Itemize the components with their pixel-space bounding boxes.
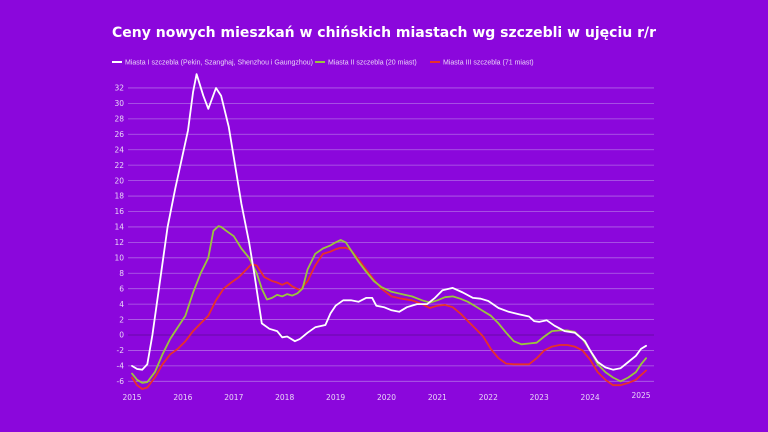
y-tick-label: 8 <box>119 269 124 278</box>
x-tick-label: 2025 <box>631 391 650 400</box>
x-tick-label: 2016 <box>173 393 192 402</box>
legend-label-tier2: Miasta II szczebla (20 miast) <box>328 60 417 67</box>
y-tick-label: 4 <box>119 300 124 309</box>
y-tick-label: 30 <box>114 99 124 108</box>
series-line-tier1 <box>131 73 647 371</box>
x-tick-label: 2024 <box>581 393 600 402</box>
series-line-tier3 <box>131 246 647 390</box>
x-tick-label: 2018 <box>275 393 294 402</box>
y-tick-label: 28 <box>114 115 124 124</box>
y-tick-label: -2 <box>117 346 125 355</box>
x-tick-label: 2017 <box>224 393 243 402</box>
y-tick-label: -4 <box>117 362 125 371</box>
legend-label-tier1: Miasta I szczebla (Pekin, Szanghaj, Shen… <box>125 60 313 67</box>
x-tick-label: 2020 <box>377 393 396 402</box>
y-tick-label: 10 <box>114 254 124 263</box>
x-tick-label: 2019 <box>326 393 345 402</box>
legend-item-tier1[interactable]: Miasta I szczebla (Pekin, Szanghaj, Shen… <box>112 60 313 67</box>
y-tick-label: 26 <box>114 130 124 139</box>
y-tick-label: 2 <box>119 315 124 324</box>
x-tick-label: 2022 <box>479 393 498 402</box>
legend: Miasta I szczebla (Pekin, Szanghaj, Shen… <box>112 60 534 67</box>
y-tick-label: 32 <box>114 84 124 93</box>
y-tick-label: 22 <box>114 161 124 170</box>
legend-label-tier3: Miasta III szczebla (71 miast) <box>443 60 534 67</box>
y-tick-label: 24 <box>114 145 124 154</box>
y-tick-label: 6 <box>119 284 124 293</box>
y-tick-label: 0 <box>119 331 124 340</box>
x-tick-label: 2015 <box>122 393 141 402</box>
y-tick-label: 14 <box>114 223 124 232</box>
gridlines <box>128 87 654 382</box>
y-tick-label: 18 <box>114 192 124 201</box>
x-tick-label: 2023 <box>530 393 549 402</box>
series-lines <box>131 73 647 390</box>
y-tick-label: -6 <box>117 377 125 386</box>
x-tick-label: 2021 <box>428 393 447 402</box>
y-tick-label: 16 <box>114 207 124 216</box>
y-tick-label: 12 <box>114 238 124 247</box>
chart-title: Ceny nowych mieszkań w chińskich miastac… <box>112 25 656 41</box>
x-axis: 2015 2016 2017 2018 2019 2020 2021 2022 2023 2024… <box>122 391 650 402</box>
series-line-tier2 <box>131 225 647 384</box>
y-tick-label: 20 <box>114 176 124 185</box>
legend-item-tier3[interactable]: Miasta III szczebla (71 miast) <box>430 60 534 67</box>
legend-item-tier2[interactable]: Miasta II szczebla (20 miast) <box>315 60 417 67</box>
